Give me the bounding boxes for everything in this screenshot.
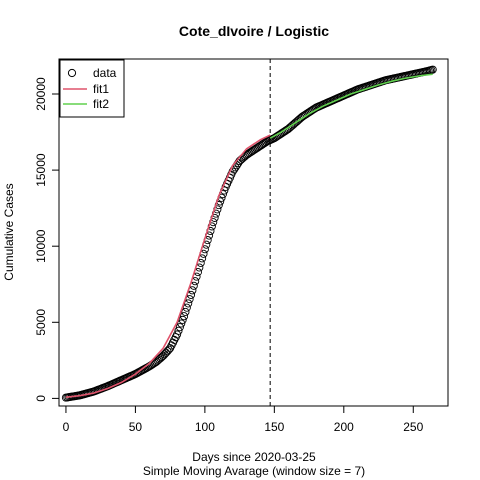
data-point [184, 299, 193, 308]
data-point [428, 65, 437, 74]
data-point [181, 307, 190, 316]
data-point [159, 351, 168, 360]
data-point [163, 347, 172, 356]
data-point [186, 290, 196, 299]
x-axis-label: Days since 2020-03-25 [192, 450, 316, 464]
data-point [242, 150, 251, 159]
data-point [250, 145, 259, 154]
y-tick-label: 20000 [34, 77, 48, 111]
x-tick-label: 100 [195, 420, 215, 434]
data-point [296, 114, 305, 123]
data-point [252, 144, 261, 153]
data-point [243, 149, 252, 159]
chart-title: Cote_dIvoire / Logistic [179, 23, 329, 39]
legend: data fit1 fit2 [59, 59, 125, 118]
y-tick-label: 0 [34, 395, 48, 402]
data-point [164, 345, 173, 354]
data-point [257, 140, 266, 149]
data-point [157, 352, 166, 362]
x-tick-label: 200 [334, 420, 354, 434]
data-point [241, 152, 250, 161]
x-tick-label: 150 [264, 420, 284, 434]
fit1-line [65, 134, 271, 398]
x-axis: 0 50 100 150 200 250 [63, 405, 424, 434]
data-point [179, 312, 189, 321]
fit-lines [65, 73, 433, 398]
data-point [182, 303, 191, 312]
y-axis-label: Cumulative Cases [2, 183, 16, 280]
legend-data-label: data [93, 66, 117, 80]
data-point [256, 141, 265, 150]
y-tick-label: 5000 [34, 309, 48, 336]
legend-fit1-label: fit1 [93, 82, 109, 96]
plot-area [58, 58, 449, 407]
data-point [245, 149, 254, 158]
data-point [161, 348, 171, 357]
data-point [173, 330, 182, 339]
x-axis-sublabel: Simple Moving Avarage (window size = 7) [143, 464, 365, 478]
data-point [175, 323, 184, 332]
data-point [248, 147, 257, 156]
y-tick-label: 10000 [34, 229, 48, 263]
data-point [249, 146, 258, 155]
legend-fit2-label: fit2 [93, 97, 109, 111]
y-tick-label: 15000 [34, 153, 48, 187]
data-point [177, 319, 186, 328]
fit2-line [269, 73, 433, 139]
data-point [160, 350, 169, 359]
x-tick-label: 50 [129, 420, 143, 434]
data-point [246, 148, 255, 157]
data-point [174, 326, 183, 335]
data-point [253, 143, 262, 152]
y-axis: 0 5000 10000 15000 20000 [34, 77, 60, 402]
legend-data-marker [67, 68, 77, 78]
x-tick-label: 250 [403, 420, 423, 434]
data-point [178, 315, 187, 324]
x-tick-label: 0 [63, 420, 70, 434]
data-point [255, 142, 264, 151]
data-point [185, 295, 194, 304]
